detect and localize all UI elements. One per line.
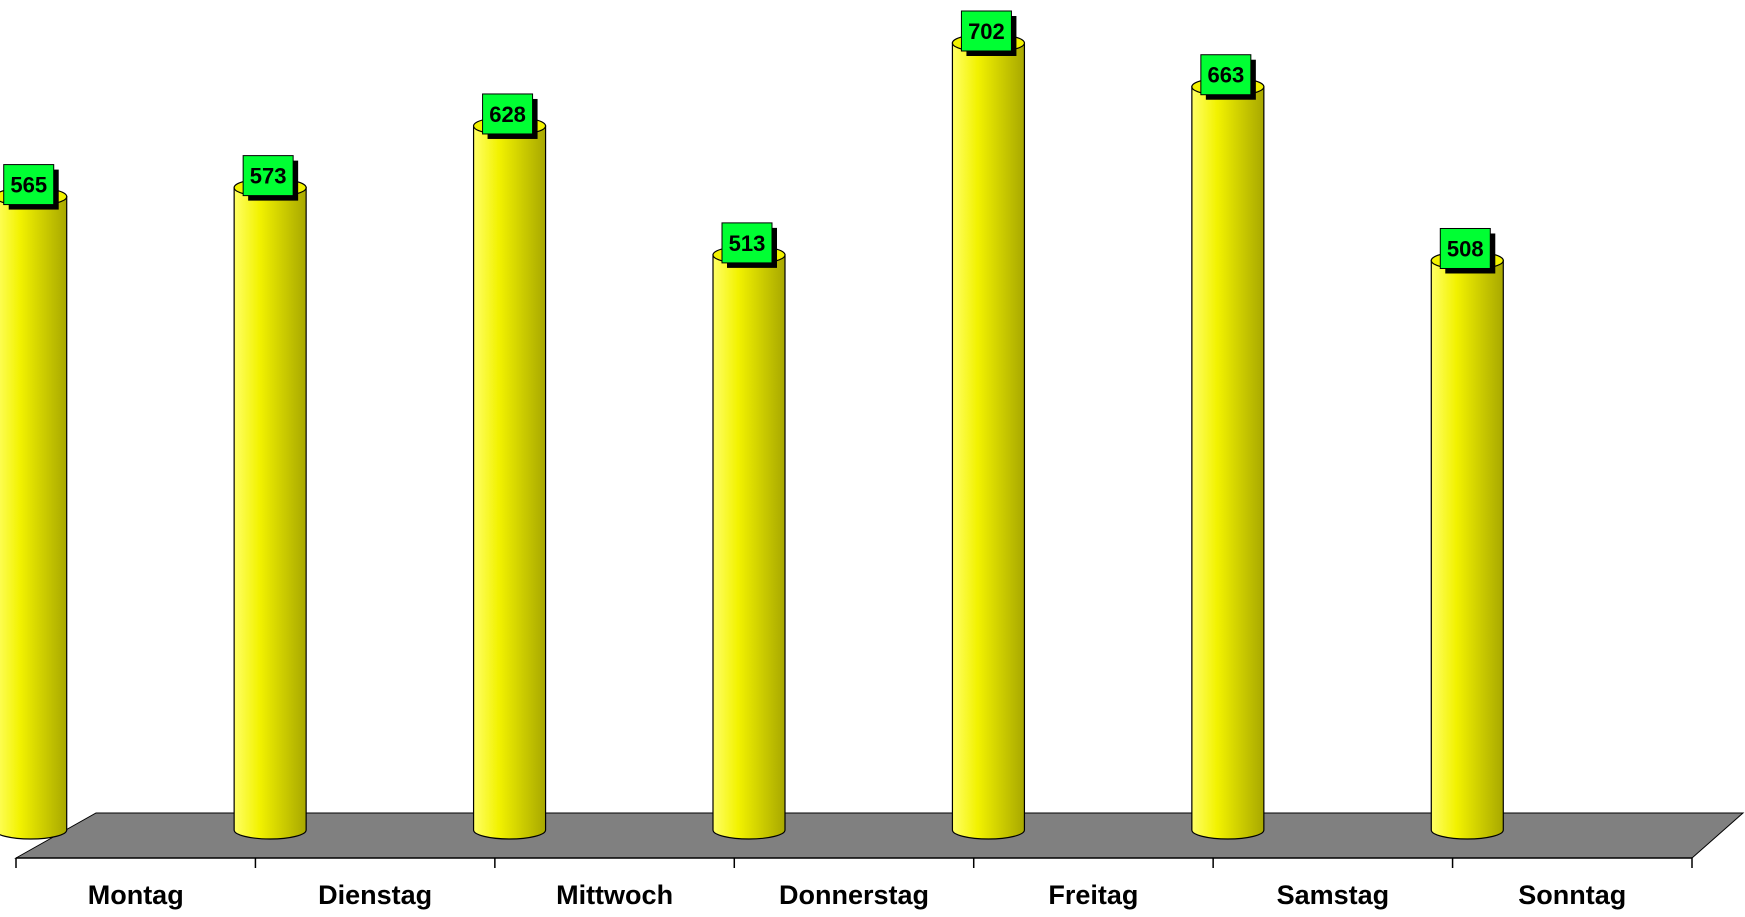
data-label: 663 <box>1207 63 1244 88</box>
bar-cylinder-body <box>233 187 307 840</box>
data-label: 508 <box>1447 236 1484 261</box>
x-tick-label: Freitag <box>1048 880 1138 910</box>
bar-cylinder-body <box>712 254 786 840</box>
bar-cylinder-body <box>951 42 1026 840</box>
x-tick-label: Samstag <box>1277 880 1390 910</box>
data-label-box <box>721 222 773 264</box>
data-label: 573 <box>250 164 287 189</box>
x-tick-label: Mittwoch <box>556 880 673 910</box>
bar-cylinder-body <box>1430 259 1504 840</box>
x-tick-label: Sonntag <box>1518 880 1626 910</box>
x-tick-label: Montag <box>88 880 184 910</box>
bar: 663 <box>1191 54 1265 840</box>
data-label: 565 <box>10 173 47 198</box>
x-tick-label: Donnerstag <box>779 880 929 910</box>
bar-series: 565 573 628 513 702 663 508 <box>0 10 1504 840</box>
bar: 702 <box>951 10 1026 840</box>
bar-cylinder-body <box>472 125 547 840</box>
bar: 628 <box>472 93 547 840</box>
data-label-box <box>242 155 294 197</box>
bar: 565 <box>0 164 68 840</box>
data-label-box <box>482 93 534 135</box>
bar-cylinder-body <box>0 195 68 840</box>
data-label: 628 <box>489 102 526 127</box>
bar-cylinder-body <box>1191 86 1265 840</box>
bar: 508 <box>1430 227 1504 840</box>
data-label-box <box>1200 54 1252 96</box>
data-label: 702 <box>968 19 1005 44</box>
data-label-box <box>960 10 1012 52</box>
data-label-box <box>1439 227 1491 269</box>
data-label: 513 <box>729 231 766 256</box>
x-axis-labels: Montag Dienstag Mittwoch Donnerstag Freitag S… <box>88 880 1627 910</box>
x-tick-label: Dienstag <box>318 880 432 910</box>
bar: 573 <box>233 155 307 840</box>
x-axis-ticks <box>15 858 1693 868</box>
data-label-box <box>3 164 55 206</box>
bar: 513 <box>712 222 786 840</box>
